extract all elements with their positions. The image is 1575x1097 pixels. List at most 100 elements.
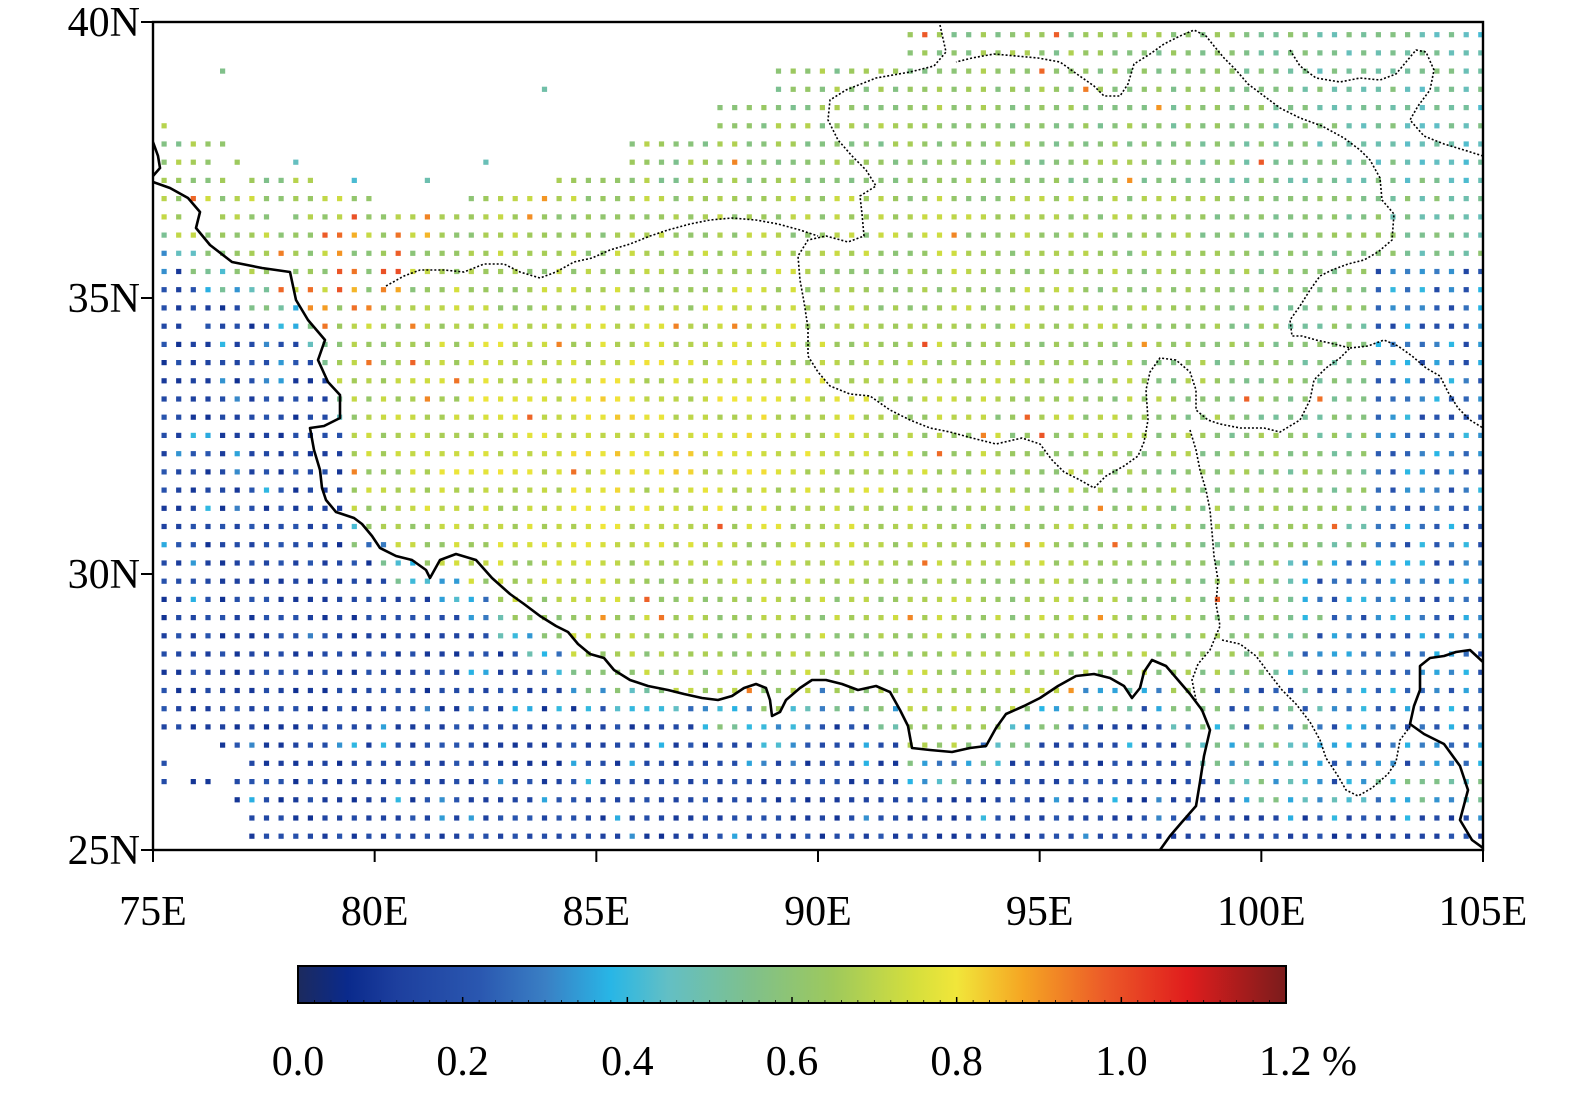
grid-cell <box>1244 214 1250 220</box>
grid-cell <box>307 779 313 785</box>
grid-cell <box>322 414 328 420</box>
grid-cell <box>366 341 372 347</box>
grid-cell <box>278 323 284 329</box>
grid-cell <box>746 268 752 275</box>
grid-cell <box>1331 432 1338 438</box>
grid-cell <box>1419 396 1425 402</box>
grid-cell <box>834 687 840 694</box>
grid-cell <box>1346 724 1352 730</box>
grid-cell <box>644 542 650 548</box>
grid-cell <box>1214 578 1220 584</box>
grid-cell <box>1463 833 1469 839</box>
grid-cell <box>1244 651 1250 657</box>
grid-cell <box>1053 487 1060 493</box>
grid-cell <box>556 378 562 384</box>
grid-cell <box>1068 250 1074 256</box>
grid-cell <box>439 469 445 475</box>
grid-cell <box>205 560 211 566</box>
grid-cell <box>1127 105 1133 111</box>
grid-cell <box>454 323 460 329</box>
grid-cell <box>1463 469 1469 475</box>
grid-cell <box>1097 578 1103 584</box>
grid-cell <box>1200 706 1206 712</box>
grid-cell <box>410 360 416 366</box>
grid-cell <box>351 633 357 639</box>
grid-cell <box>1068 615 1074 621</box>
grid-cell <box>190 779 196 785</box>
grid-cell <box>1229 378 1235 384</box>
grid-cell <box>220 378 226 384</box>
grid-cell <box>1024 305 1030 311</box>
grid-cell <box>951 651 957 657</box>
grid-cell <box>176 669 182 675</box>
grid-cell <box>1112 123 1118 129</box>
grid-cell <box>1405 378 1411 384</box>
grid-cell <box>556 414 562 420</box>
grid-cell <box>161 305 167 311</box>
grid-cell <box>1375 505 1381 511</box>
grid-cell <box>1156 305 1162 311</box>
grid-cell <box>863 196 869 202</box>
grid-cell <box>893 596 899 602</box>
grid-cell <box>483 779 489 785</box>
grid-cell <box>878 523 884 530</box>
grid-cell <box>936 451 943 457</box>
grid-cell <box>1083 833 1089 839</box>
grid-cell <box>907 414 913 420</box>
grid-cell <box>688 578 694 584</box>
grid-cell <box>644 432 650 438</box>
grid-cell <box>1156 287 1162 293</box>
grid-cell <box>1127 268 1133 275</box>
grid-cell <box>1361 596 1367 602</box>
grid-cell <box>761 250 767 256</box>
grid-cell <box>922 523 928 530</box>
grid-cell <box>805 432 811 438</box>
grid-cell <box>307 414 313 420</box>
grid-cell <box>1229 305 1235 311</box>
grid-cell <box>863 105 869 111</box>
grid-cell <box>263 360 270 366</box>
grid-cell <box>1273 323 1279 329</box>
grid-cell <box>790 797 796 803</box>
grid-cell <box>1053 196 1060 202</box>
grid-cell <box>951 596 957 602</box>
grid-cell <box>615 268 621 275</box>
grid-cell <box>322 815 328 821</box>
grid-cell <box>1244 505 1250 511</box>
grid-cell <box>732 815 738 821</box>
grid-cell <box>1171 414 1177 420</box>
grid-cell <box>161 378 167 384</box>
grid-cell <box>966 123 972 129</box>
grid-cell <box>1361 378 1367 384</box>
grid-cell <box>527 578 533 584</box>
grid-cell <box>1390 651 1396 657</box>
grid-cell <box>688 687 694 694</box>
grid-cell <box>849 305 855 311</box>
grid-cell <box>761 141 767 147</box>
grid-cell <box>439 487 445 493</box>
grid-cell <box>717 305 723 311</box>
grid-cell <box>263 560 270 566</box>
grid-cell <box>746 177 752 183</box>
grid-cell <box>1185 305 1191 311</box>
grid-cell <box>600 469 606 475</box>
grid-cell <box>1127 833 1133 839</box>
grid-cell <box>658 542 665 548</box>
grid-cell <box>1127 669 1133 675</box>
grid-cell <box>366 360 372 366</box>
grid-cell <box>732 396 738 402</box>
grid-cell <box>1273 396 1279 402</box>
grid-cell <box>1024 86 1030 92</box>
grid-cell <box>541 360 548 366</box>
grid-cell <box>380 360 387 366</box>
grid-cell <box>1331 742 1338 748</box>
grid-cell <box>1434 86 1440 92</box>
grid-cell <box>644 159 650 165</box>
grid-cell <box>234 451 240 457</box>
grid-cell <box>936 268 943 275</box>
grid-cell <box>1288 123 1294 129</box>
grid-cell <box>1258 287 1264 293</box>
grid-cell <box>1302 159 1308 165</box>
grid-cell <box>395 396 401 402</box>
grid-cell <box>615 196 621 202</box>
